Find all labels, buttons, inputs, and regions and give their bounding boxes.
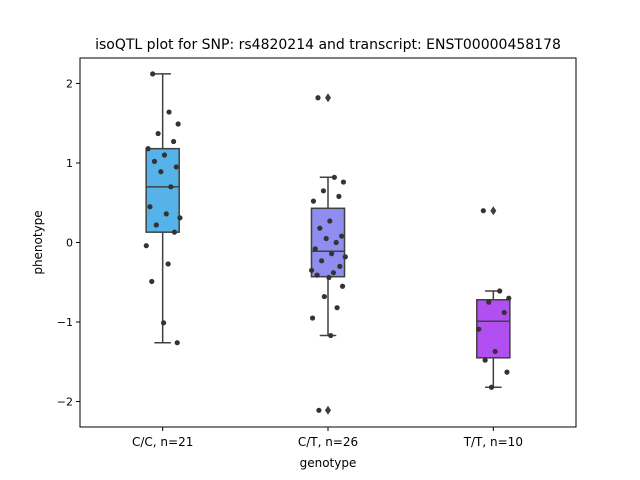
data-point — [327, 218, 333, 224]
data-point — [165, 261, 171, 267]
data-point — [319, 258, 325, 264]
data-point — [480, 208, 486, 214]
outlier-marker — [325, 93, 331, 103]
data-point — [158, 169, 164, 175]
data-point — [320, 188, 327, 194]
data-point — [316, 407, 322, 413]
data-point — [330, 270, 337, 276]
data-point — [337, 263, 343, 269]
data-point — [328, 332, 334, 339]
data-point — [175, 121, 181, 127]
data-point — [153, 222, 159, 228]
x-tick-label: T/T, n=10 — [463, 435, 523, 449]
data-point — [147, 204, 153, 210]
data-point — [323, 235, 329, 242]
data-point — [339, 233, 345, 239]
x-tick-label: C/C, n=21 — [132, 435, 193, 449]
data-point — [177, 215, 183, 221]
data-point — [143, 243, 149, 249]
outlier-marker — [325, 405, 331, 415]
box-group — [309, 93, 348, 415]
y-tick-label: −2 — [57, 396, 73, 409]
data-point — [492, 348, 498, 355]
x-tick-label: C/T, n=26 — [298, 435, 358, 449]
data-point — [309, 315, 316, 321]
data-point — [314, 272, 320, 278]
data-point — [160, 320, 167, 326]
data-point — [340, 179, 347, 185]
chart-title: isoQTL plot for SNP: rs4820214 and trans… — [95, 37, 561, 53]
data-point — [145, 146, 151, 152]
data-point — [506, 295, 512, 301]
data-point — [168, 184, 174, 190]
data-point — [482, 357, 488, 363]
data-point — [331, 174, 337, 180]
iqr-box — [476, 299, 511, 359]
data-point — [150, 71, 156, 77]
data-point — [339, 283, 346, 289]
data-point — [163, 211, 169, 217]
data-point — [310, 198, 317, 204]
x-axis-label: genotype — [300, 456, 357, 470]
y-tick-label: −1 — [57, 316, 73, 329]
data-point — [336, 193, 342, 199]
data-point — [170, 138, 177, 145]
data-point — [315, 95, 321, 101]
data-point — [486, 299, 492, 305]
data-point — [326, 274, 332, 281]
data-point — [334, 305, 340, 311]
data-point — [321, 293, 327, 300]
data-point — [149, 278, 155, 285]
data-point — [333, 239, 339, 246]
data-point — [342, 254, 348, 260]
data-point — [329, 251, 335, 257]
box-group — [476, 206, 512, 390]
outlier-marker — [490, 206, 497, 216]
data-point — [497, 288, 503, 294]
y-axis-label: phenotype — [31, 210, 45, 274]
data-point — [317, 225, 323, 231]
data-point — [174, 340, 180, 346]
plot-area — [143, 71, 512, 415]
data-point — [501, 309, 507, 316]
data-point — [151, 158, 158, 164]
data-point — [161, 152, 168, 158]
data-point — [312, 246, 318, 252]
y-tick-label: 2 — [66, 77, 73, 90]
data-point — [166, 109, 172, 115]
data-point — [173, 164, 179, 170]
data-point — [504, 369, 510, 375]
y-tick-label: 1 — [66, 157, 73, 170]
x-axis: C/C, n=21 C/T, n=26 T/T, n=10 — [132, 427, 523, 449]
data-point — [476, 326, 482, 332]
y-tick-label: 0 — [66, 237, 73, 250]
iqr-box — [145, 147, 180, 233]
data-point — [171, 229, 178, 235]
y-axis: −2 −1 0 1 2 — [57, 77, 80, 409]
data-point — [309, 267, 315, 273]
data-point — [488, 384, 495, 390]
data-point — [155, 130, 161, 137]
box-group — [143, 71, 183, 346]
